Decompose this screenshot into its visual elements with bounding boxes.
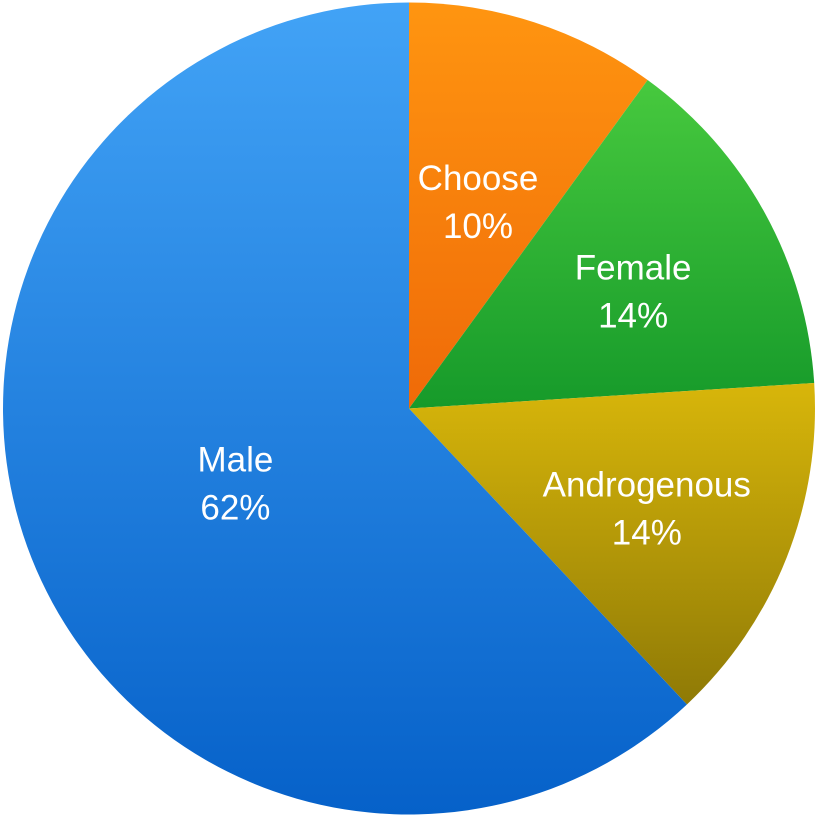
pie-slices — [3, 2, 816, 815]
slice-label-male: Male 62% — [197, 440, 273, 527]
slice-label-androgenous: Androgenous 14% — [543, 466, 751, 553]
slice-name: Androgenous — [543, 466, 751, 505]
pie-slice-choose — [409, 2, 648, 409]
slice-value: 14% — [612, 514, 682, 553]
slice-name: Male — [197, 440, 273, 479]
pie-slice-androgenous — [409, 383, 816, 705]
slice-label-female: Female 14% — [575, 248, 692, 335]
slice-value: 14% — [598, 296, 668, 335]
pie-slice-male — [3, 2, 687, 815]
slice-value: 10% — [443, 207, 513, 246]
pie-slice-female — [409, 80, 815, 409]
slice-name: Choose — [418, 159, 539, 198]
pie-labels: Choose 10% Female 14% Androgenous 14% Male 62% — [197, 159, 750, 553]
slice-label-choose: Choose 10% — [418, 159, 539, 246]
slice-name: Female — [575, 248, 692, 287]
slice-value: 62% — [200, 488, 270, 527]
